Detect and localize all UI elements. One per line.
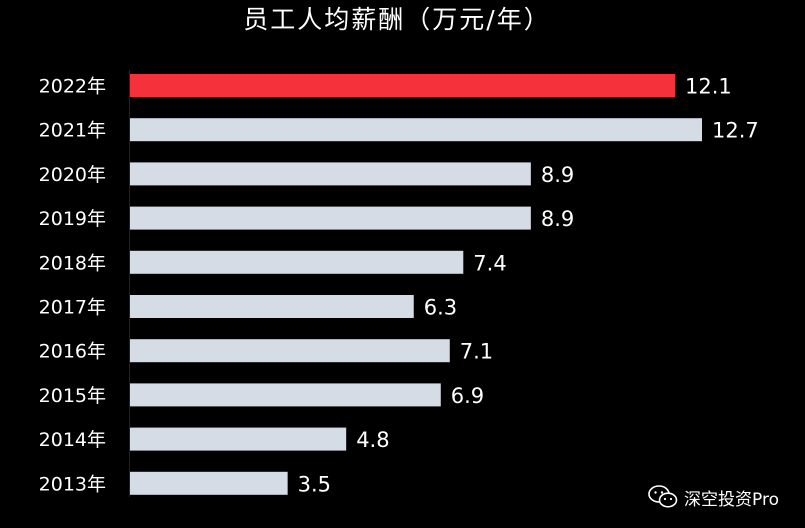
category-label: 2013年 xyxy=(39,473,106,495)
value-label: 3.5 xyxy=(298,472,331,496)
value-labels-group: 12.1 12.7 8.9 8.9 7.4 6.37.1 6.9 4.8 3.5 xyxy=(298,75,759,497)
value-label: 12.1 xyxy=(685,75,732,99)
category-label: 2017年 xyxy=(39,297,106,319)
value-label: 8.9 xyxy=(541,163,574,187)
bar-2013年 xyxy=(130,471,288,495)
bar-2021年 xyxy=(130,118,702,142)
wechat-icon xyxy=(648,485,678,508)
value-label: 7.4 xyxy=(473,251,506,275)
category-labels-group: 2022年 2021年 2020年 2019年 2018年 2017年 2016年 2015年… xyxy=(39,76,106,496)
bar-2016年 xyxy=(130,339,450,363)
bar-2022年 xyxy=(130,74,675,97)
value-label: 6.3 xyxy=(424,296,457,320)
bar-2015年 xyxy=(130,383,441,407)
value-label: 4.8 xyxy=(356,428,389,452)
bars-group xyxy=(130,74,702,495)
watermark: 深空投资Pro xyxy=(648,484,779,510)
value-label: 8.9 xyxy=(541,207,574,231)
category-label: 2016年 xyxy=(39,341,106,363)
value-label: 6.9 xyxy=(451,384,484,408)
watermark-text: 深空投资Pro xyxy=(684,489,779,510)
category-label: 2015年 xyxy=(39,385,106,407)
bar-2018年 xyxy=(130,250,464,274)
value-label: 7.1 xyxy=(460,340,493,364)
category-label: 2014年 xyxy=(39,429,106,451)
category-label: 2020年 xyxy=(39,164,106,186)
value-label: 12.7 xyxy=(712,119,759,143)
bar-2014年 xyxy=(130,427,347,451)
bar-2017年 xyxy=(130,295,414,318)
category-label: 2018年 xyxy=(39,252,106,274)
chart-title: 员工人均薪酬（万元/年） xyxy=(243,5,550,34)
category-label: 2019年 xyxy=(39,208,106,230)
bar-2019年 xyxy=(130,206,531,230)
category-label: 2022年 xyxy=(39,76,106,98)
bar-2020年 xyxy=(130,162,531,186)
category-label: 2021年 xyxy=(39,120,106,142)
